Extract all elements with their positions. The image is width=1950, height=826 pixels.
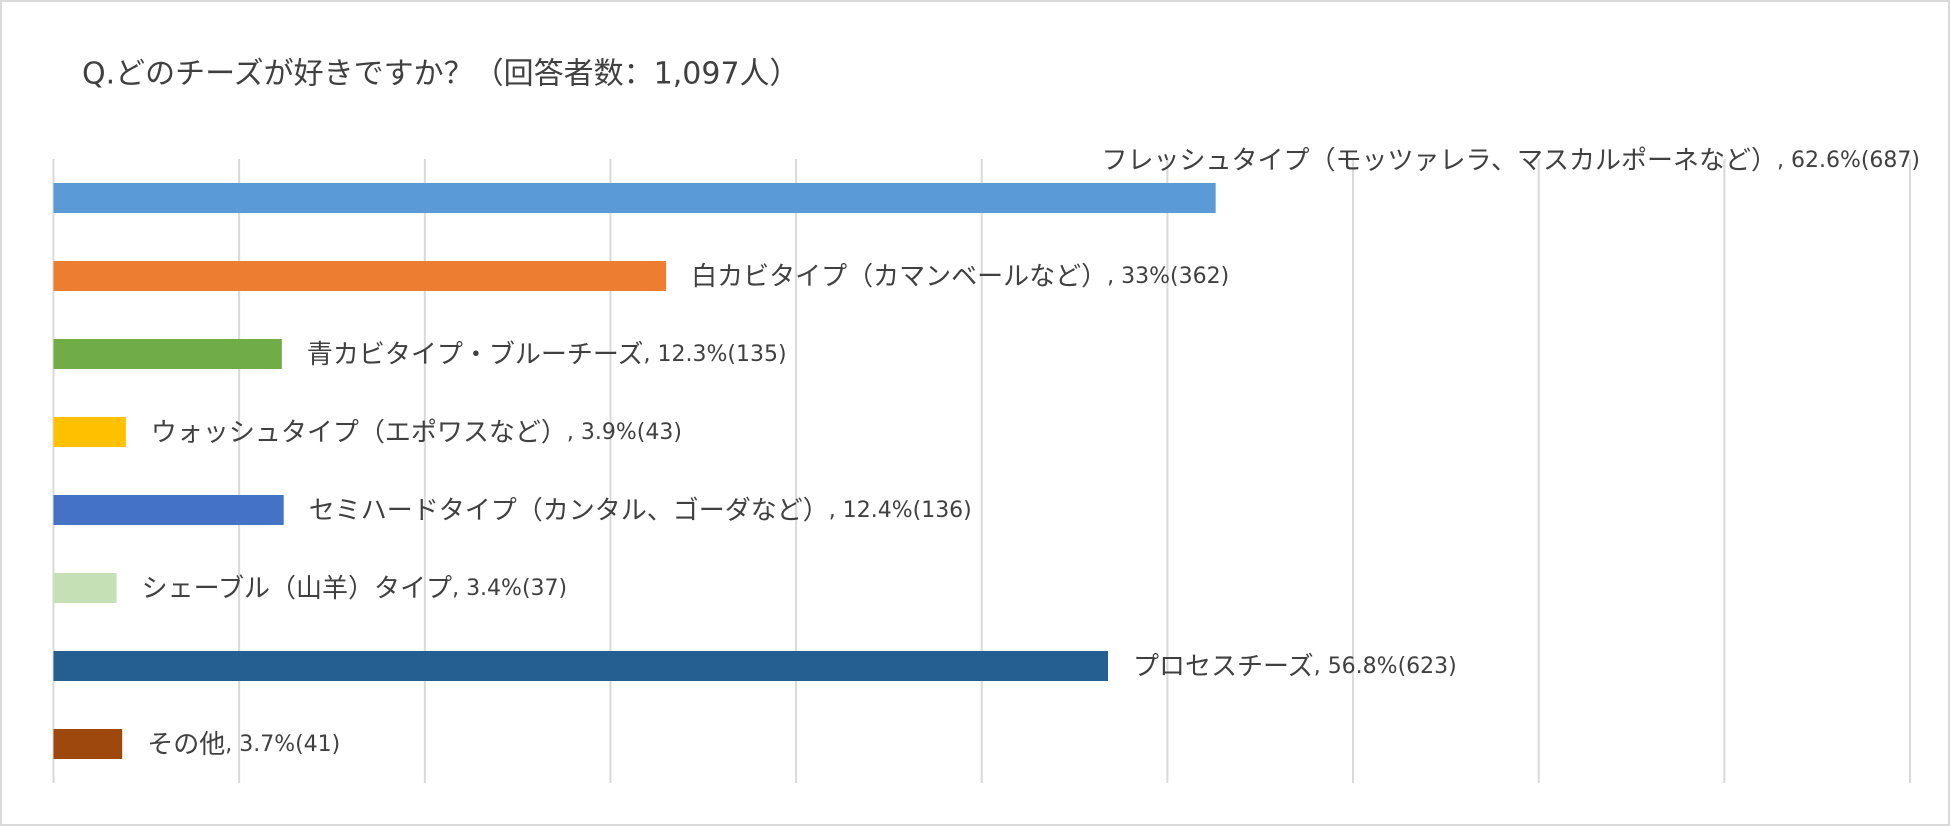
value-label: 3.4%(37): [466, 576, 567, 601]
bar: [53, 651, 1108, 681]
bar: [53, 261, 667, 291]
label-separator: ,: [1777, 148, 1791, 173]
bar: [53, 417, 126, 447]
value-label: 12.4%(136): [843, 498, 972, 523]
label-separator: ,: [829, 498, 843, 523]
category-label: プロセスチーズ: [1133, 652, 1314, 682]
bar: [53, 573, 117, 603]
label-separator: ,: [1314, 654, 1328, 679]
data-label: シェーブル（山羊）タイプ, 3.4%(37): [142, 574, 568, 604]
label-separator: ,: [1107, 264, 1121, 289]
category-label: 白カビタイプ（カマンベールなど）: [691, 262, 1107, 292]
data-label: 白カビタイプ（カマンベールなど）, 33%(362): [691, 262, 1229, 292]
category-label: シェーブル（山羊）タイプ: [142, 574, 452, 604]
category-label: ウォッシュタイプ（エポワスなど）: [151, 418, 567, 448]
data-label: 青カビタイプ・ブルーチーズ, 12.3%(135): [307, 340, 787, 370]
label-separator: ,: [644, 342, 658, 367]
value-label: 12.3%(135): [658, 342, 787, 367]
category-label: セミハードタイプ（カンタル、ゴーダなど）: [309, 496, 829, 526]
value-label: 33%(362): [1121, 264, 1229, 289]
chart-title: Q.どのチーズが好きですか？（回答者数：1,097人）: [82, 57, 800, 92]
bar: [53, 729, 123, 759]
category-label: フレッシュタイプ（モッツァレラ、マスカルポーネなど）: [1101, 146, 1776, 176]
data-label: その他, 3.7%(41): [147, 730, 340, 760]
bar: [53, 339, 282, 369]
label-separator: ,: [567, 420, 581, 445]
data-label: フレッシュタイプ（モッツァレラ、マスカルポーネなど）, 62.6%(687): [1101, 146, 1920, 176]
bar: [53, 495, 284, 525]
label-separator: ,: [452, 576, 466, 601]
value-label: 3.7%(41): [239, 732, 340, 757]
label-separator: ,: [225, 732, 239, 757]
data-label: セミハードタイプ（カンタル、ゴーダなど）, 12.4%(136): [309, 496, 972, 526]
value-label: 62.6%(687): [1791, 148, 1920, 173]
category-label: その他: [147, 730, 225, 760]
data-label: ウォッシュタイプ（エポワスなど）, 3.9%(43): [151, 418, 682, 448]
value-label: 56.8%(623): [1328, 654, 1457, 679]
bar: [53, 183, 1216, 213]
value-label: 3.9%(43): [581, 420, 682, 445]
data-label: プロセスチーズ, 56.8%(623): [1133, 652, 1457, 682]
category-label: 青カビタイプ・ブルーチーズ: [307, 340, 644, 370]
